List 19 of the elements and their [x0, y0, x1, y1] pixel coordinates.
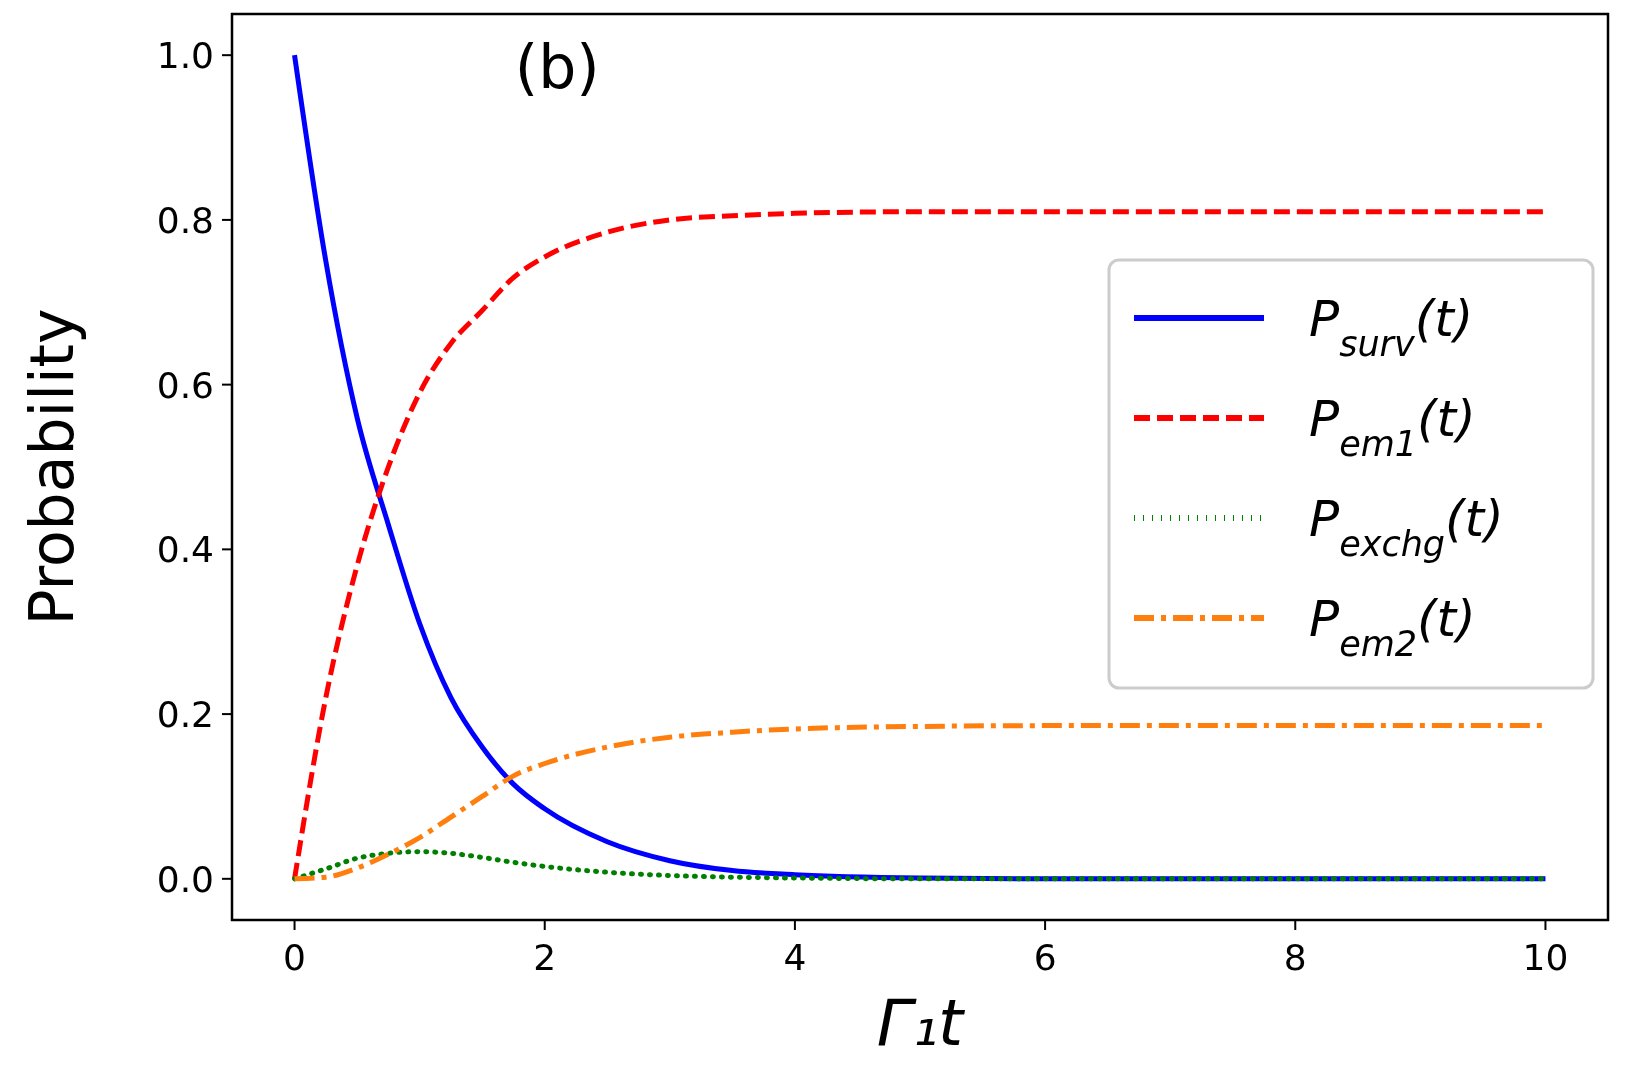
annotation: (b): [514, 32, 600, 103]
legend-label: P$_{em2}$(t): [1309, 590, 1476, 664]
y-tick-label: 0.2: [156, 694, 214, 736]
x-tick-label: 8: [1283, 937, 1307, 978]
y-tick-label: 0.4: [156, 529, 214, 571]
x-axis-title: Γ₁t: [876, 986, 967, 1060]
y-tick-label: 0.8: [156, 199, 214, 241]
y-tick-label: 0.0: [156, 858, 214, 900]
y-tick-label: 0.6: [156, 364, 214, 406]
x-tick-label: 0: [283, 937, 306, 978]
y-tick-label: 1.0: [156, 35, 214, 77]
x-tick-label: 10: [1522, 937, 1569, 978]
legend-label: P$_{exchg}$(t): [1309, 490, 1504, 564]
legend-label: P$_{em1}$(t): [1309, 390, 1476, 464]
x-tick-label: 6: [1033, 937, 1057, 978]
x-tick-label: 4: [783, 937, 807, 978]
x-tick-label: 2: [533, 937, 557, 978]
y-axis-title: Probability: [17, 308, 87, 626]
legend-label: P$_{surv}$(t): [1309, 290, 1474, 364]
